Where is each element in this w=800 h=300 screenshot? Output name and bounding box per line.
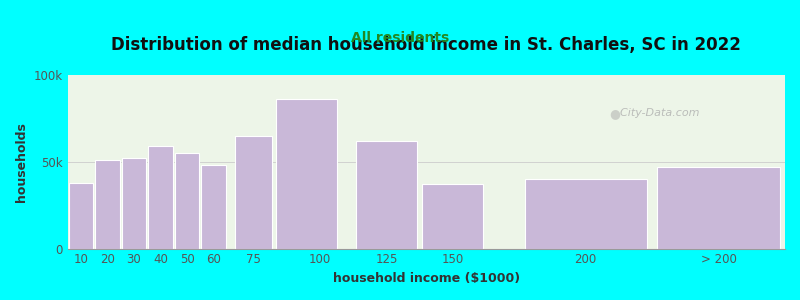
- Bar: [356, 141, 417, 249]
- Bar: [95, 160, 120, 249]
- Bar: [175, 153, 199, 249]
- Bar: [202, 165, 226, 249]
- Text: All residents: All residents: [351, 32, 449, 46]
- X-axis label: household income ($1000): household income ($1000): [333, 272, 520, 285]
- Bar: [525, 179, 647, 249]
- Text: City-Data.com: City-Data.com: [613, 108, 699, 118]
- Y-axis label: households: households: [15, 122, 28, 202]
- Text: ●: ●: [610, 107, 620, 120]
- Bar: [422, 184, 483, 249]
- Bar: [235, 136, 272, 249]
- Title: Distribution of median household income in St. Charles, SC in 2022: Distribution of median household income …: [111, 36, 742, 54]
- Bar: [69, 183, 93, 249]
- Bar: [148, 146, 173, 249]
- Bar: [658, 167, 780, 249]
- Bar: [276, 99, 338, 249]
- Bar: [122, 158, 146, 249]
